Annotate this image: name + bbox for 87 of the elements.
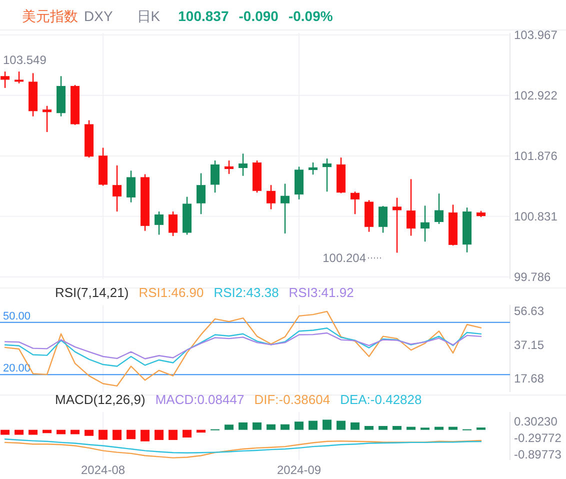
bar <box>224 424 234 430</box>
candlestick <box>224 160 234 175</box>
x-tick-label: 2024-08 <box>81 463 126 477</box>
bar <box>98 430 108 440</box>
bar <box>238 422 248 430</box>
candlestick <box>238 153 248 176</box>
text: DXY <box>84 8 114 24</box>
bar <box>56 430 66 434</box>
candlestick <box>434 192 444 225</box>
y-tick-label: -0.89773 <box>514 447 562 462</box>
candlestick <box>266 184 276 210</box>
bar <box>42 430 52 434</box>
candlestick <box>420 205 430 242</box>
line-series <box>4 438 482 454</box>
bar <box>14 430 24 435</box>
candlestick <box>280 183 290 234</box>
candlestick <box>42 105 52 133</box>
line-series <box>4 440 482 458</box>
text: -0.09% <box>288 8 334 24</box>
bar <box>112 430 122 440</box>
bar <box>140 430 150 442</box>
y-tick-label: 100.831 <box>514 209 558 224</box>
bar <box>252 422 262 430</box>
bar <box>154 430 164 440</box>
text: 美元指数 <box>22 8 78 24</box>
annotation: 103.549 <box>3 53 47 67</box>
candlestick <box>322 158 332 192</box>
ref-line-label: 20.00 <box>3 362 31 375</box>
candlestick <box>392 197 402 254</box>
series-label: MACD:0.08447 <box>155 392 244 407</box>
candlestick <box>154 210 164 236</box>
text: RSI3:41.92 <box>288 285 354 300</box>
candlestick <box>378 205 388 234</box>
bar <box>364 426 374 430</box>
chart-title: RSI(7,14,21) <box>55 285 129 300</box>
y-tick-label: 56.63 <box>514 304 544 318</box>
bar <box>294 422 304 430</box>
x-tick-label: 2024-09 <box>277 463 322 477</box>
bar <box>308 420 318 430</box>
ref-line-label: 50.00 <box>3 310 31 322</box>
bar <box>378 426 388 430</box>
bar <box>84 430 94 436</box>
y-tick-label: 0.30230 <box>514 414 558 429</box>
bar <box>266 424 276 430</box>
candlestick <box>308 162 318 176</box>
text: RSI2:43.38 <box>214 285 279 300</box>
candlestick <box>350 191 360 215</box>
line-series <box>4 332 482 360</box>
candlestick <box>14 70 24 84</box>
y-tick-label: 17.68 <box>514 372 544 386</box>
bar <box>182 430 192 438</box>
candlestick <box>126 170 136 203</box>
candlestick <box>406 178 416 236</box>
bar <box>350 422 360 430</box>
text: -0.090 <box>238 8 279 24</box>
candlestick <box>168 210 178 237</box>
text: 日K <box>136 8 161 24</box>
bar <box>0 430 10 435</box>
y-tick-label: 37.15 <box>514 338 544 352</box>
candlestick <box>196 172 206 215</box>
annotation: 100.204 <box>322 251 366 265</box>
bar <box>28 430 38 435</box>
text: 100.837 <box>178 8 229 24</box>
y-tick-label: 99.786 <box>514 270 552 284</box>
y-tick-label: 101.876 <box>514 148 558 163</box>
bar <box>392 426 402 430</box>
chart-title: MACD(12,26,9) <box>55 392 146 407</box>
series-label: RSI1:46.90 <box>138 285 204 300</box>
bar <box>70 430 80 434</box>
candlestick <box>112 164 122 212</box>
bar <box>196 430 206 433</box>
bar <box>280 424 290 430</box>
bar <box>322 420 332 430</box>
bar <box>448 426 458 430</box>
y-tick-label: -0.29772 <box>514 430 562 445</box>
y-tick-label: 103.967 <box>514 28 558 42</box>
y-tick-label: 102.922 <box>514 88 558 102</box>
candlestick <box>0 70 10 89</box>
bar <box>406 426 416 430</box>
bar <box>336 420 346 430</box>
line-series <box>4 310 482 387</box>
text: DEA:-0.42828 <box>340 392 422 407</box>
bar <box>434 426 444 430</box>
candlestick <box>210 160 220 194</box>
bar <box>126 430 136 440</box>
bar <box>168 430 178 440</box>
text: DIF:-0.38604 <box>254 392 330 407</box>
